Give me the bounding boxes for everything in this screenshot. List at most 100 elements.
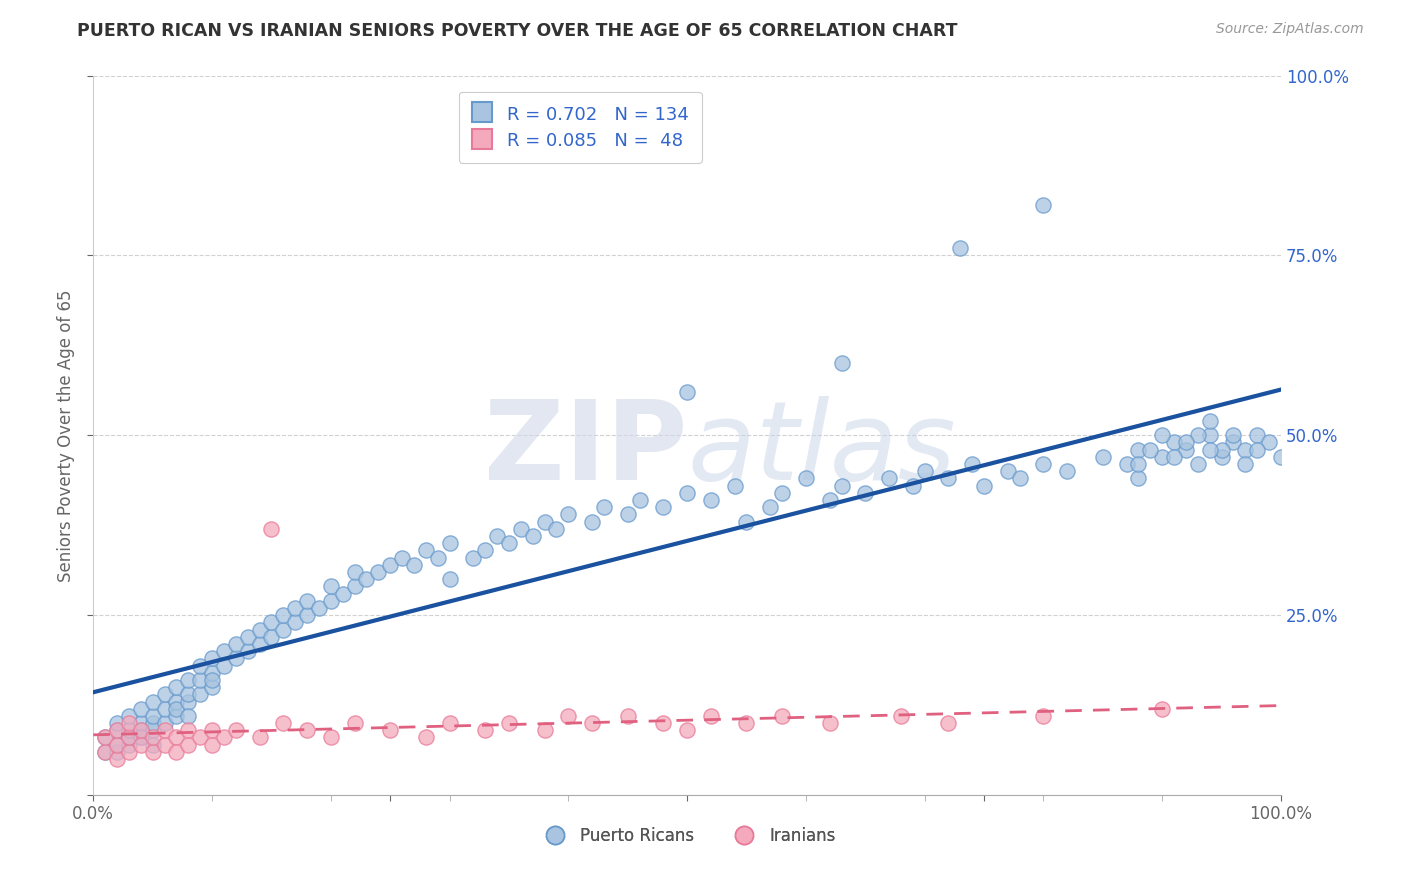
- Point: [415, 543, 437, 558]
- Point: [1174, 435, 1197, 450]
- Point: [1234, 442, 1257, 457]
- Point: [1198, 442, 1220, 457]
- Point: [426, 550, 449, 565]
- Point: [498, 536, 520, 550]
- Point: [201, 665, 224, 680]
- Point: [153, 716, 176, 731]
- Point: [165, 680, 187, 694]
- Point: [770, 486, 793, 500]
- Point: [1128, 471, 1150, 485]
- Point: [652, 500, 675, 515]
- Legend: Puerto Ricans, Iranians: Puerto Ricans, Iranians: [531, 820, 842, 852]
- Point: [129, 731, 152, 745]
- Point: [118, 731, 141, 745]
- Point: [225, 651, 247, 665]
- Point: [700, 709, 723, 723]
- Point: [581, 716, 603, 731]
- Point: [271, 716, 294, 731]
- Point: [486, 529, 509, 543]
- Point: [831, 478, 853, 492]
- Point: [581, 515, 603, 529]
- Point: [118, 723, 141, 738]
- Point: [284, 615, 307, 630]
- Point: [1139, 442, 1161, 457]
- Point: [105, 738, 128, 752]
- Point: [177, 723, 200, 738]
- Point: [165, 745, 187, 759]
- Point: [129, 731, 152, 745]
- Point: [1246, 428, 1268, 442]
- Point: [212, 731, 235, 745]
- Point: [380, 723, 402, 738]
- Point: [188, 731, 211, 745]
- Text: PUERTO RICAN VS IRANIAN SENIORS POVERTY OVER THE AGE OF 65 CORRELATION CHART: PUERTO RICAN VS IRANIAN SENIORS POVERTY …: [77, 22, 957, 40]
- Point: [522, 529, 544, 543]
- Point: [356, 572, 378, 586]
- Point: [94, 745, 117, 759]
- Point: [1234, 457, 1257, 471]
- Point: [1115, 457, 1137, 471]
- Point: [723, 478, 745, 492]
- Point: [938, 716, 960, 731]
- Point: [260, 630, 283, 644]
- Point: [1211, 450, 1233, 464]
- Point: [498, 716, 520, 731]
- Point: [949, 241, 972, 255]
- Point: [332, 586, 354, 600]
- Point: [1246, 442, 1268, 457]
- Point: [177, 673, 200, 687]
- Point: [249, 637, 271, 651]
- Point: [142, 716, 165, 731]
- Point: [463, 550, 485, 565]
- Point: [142, 723, 165, 738]
- Point: [1198, 414, 1220, 428]
- Point: [177, 709, 200, 723]
- Point: [249, 731, 271, 745]
- Point: [1163, 450, 1185, 464]
- Point: [1152, 702, 1174, 716]
- Point: [177, 687, 200, 701]
- Point: [1091, 450, 1114, 464]
- Point: [1211, 442, 1233, 457]
- Point: [129, 723, 152, 738]
- Point: [319, 579, 342, 593]
- Point: [153, 723, 176, 738]
- Point: [1128, 442, 1150, 457]
- Point: [225, 637, 247, 651]
- Point: [877, 471, 900, 485]
- Point: [1128, 457, 1150, 471]
- Point: [118, 709, 141, 723]
- Point: [853, 486, 876, 500]
- Point: [129, 738, 152, 752]
- Point: [177, 694, 200, 708]
- Point: [914, 464, 936, 478]
- Point: [1198, 428, 1220, 442]
- Point: [105, 745, 128, 759]
- Point: [212, 644, 235, 658]
- Point: [236, 644, 259, 658]
- Point: [343, 565, 366, 579]
- Point: [188, 687, 211, 701]
- Point: [142, 694, 165, 708]
- Point: [735, 515, 758, 529]
- Point: [616, 709, 638, 723]
- Point: [474, 543, 496, 558]
- Point: [735, 716, 758, 731]
- Point: [439, 716, 461, 731]
- Point: [1032, 457, 1054, 471]
- Point: [165, 709, 187, 723]
- Point: [1187, 457, 1209, 471]
- Point: [105, 723, 128, 738]
- Point: [391, 550, 413, 565]
- Point: [201, 723, 224, 738]
- Point: [415, 731, 437, 745]
- Point: [271, 608, 294, 623]
- Point: [439, 572, 461, 586]
- Point: [153, 687, 176, 701]
- Point: [343, 716, 366, 731]
- Point: [295, 608, 318, 623]
- Point: [118, 716, 141, 731]
- Point: [439, 536, 461, 550]
- Point: [818, 716, 841, 731]
- Point: [94, 745, 117, 759]
